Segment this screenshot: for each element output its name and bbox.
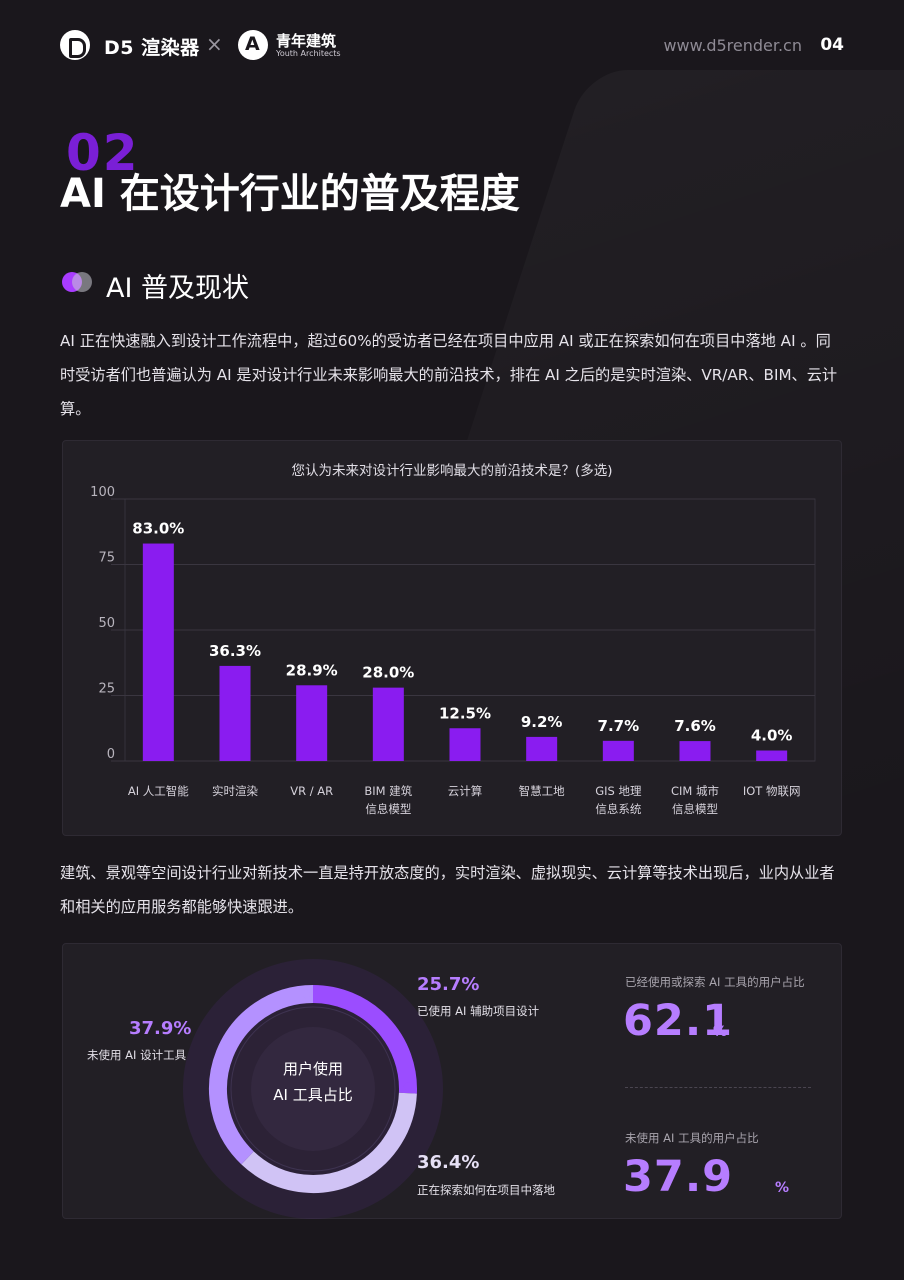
bar-chart: 0 25 50 75 100 83.0% AI 人工智能 36.3% 实时渲染 28.9% VR /… — [90, 485, 816, 816]
donut-slice — [209, 985, 314, 1165]
intro-paragraph: AI 正在快速融入到设计工作流程中，超过60%的受访者已经在项目中应用 AI 或… — [60, 332, 838, 418]
bar — [219, 665, 251, 761]
used-stat-caption: 已经使用或探索 AI 工具的用户占比 — [625, 975, 805, 989]
used-stat-value: 62.1 — [623, 996, 734, 1046]
category-label: GIS 地理信息系统 — [595, 784, 642, 816]
times-sign: × — [206, 32, 223, 56]
page-title: AI 在设计行业的普及程度 — [60, 171, 520, 217]
section-subtitle: AI 普及现状 — [106, 273, 250, 304]
bar-chart-card: 您认为未来对设计行业影响最大的前沿技术是？(多选) 0 25 50 75 100 83.0… — [62, 440, 842, 836]
page-header: D5 渲染器 × 青年建筑 Youth Architects www.d5ren… — [60, 28, 844, 62]
d5-brand-name: D5 渲染器 — [104, 37, 200, 59]
bar-value-label: 9.2% — [521, 713, 563, 731]
slice-label-unused-value: 37.9% — [129, 1018, 192, 1039]
donut-slice — [312, 985, 417, 1094]
category-label: VR / AR — [290, 784, 333, 798]
y-tick-label: 25 — [98, 682, 115, 697]
chart-title: 您认为未来对设计行业影响最大的前沿技术是？(多选) — [291, 463, 613, 479]
bar-value-label: 36.3% — [209, 642, 261, 660]
category-label: AI 人工智能 — [128, 784, 189, 798]
slice-label-exploring-value: 36.4% — [417, 1152, 480, 1173]
stat-divider — [625, 1087, 811, 1088]
unused-stat-unit: % — [775, 1180, 790, 1196]
donut-chart — [183, 959, 443, 1219]
donut-center-label: 用户使用 AI 工具占比 — [233, 1056, 393, 1108]
section-number: 02 — [66, 124, 140, 182]
slice-end-marker — [302, 990, 311, 999]
category-label: 实时渲染 — [212, 784, 258, 798]
bar-value-label: 12.5% — [439, 704, 491, 722]
unused-stat-caption: 未使用 AI 工具的用户占比 — [625, 1131, 759, 1145]
donut-chart-card: 用户使用 AI 工具占比 37.9% 未使用 AI 设计工具 25.7% 已使用 … — [62, 943, 842, 1219]
d5-logo-icon — [60, 30, 90, 60]
category-label: CIM 城市信息模型 — [671, 784, 719, 816]
slice-label-unused-desc: 未使用 AI 设计工具 — [87, 1048, 187, 1062]
donut-center — [251, 1027, 375, 1151]
website-link[interactable]: www.d5render.cn — [663, 36, 802, 55]
category-label: BIM 建筑信息模型 — [364, 784, 412, 816]
y-tick-label: 50 — [98, 616, 115, 631]
bar — [602, 740, 634, 761]
dots-icon — [62, 272, 92, 292]
category-label: 云计算 — [448, 784, 483, 798]
donut-center-line: 用户使用 — [282, 1060, 343, 1078]
slice-end-marker — [248, 1158, 257, 1167]
y-tick-label: 0 — [107, 747, 115, 762]
slice-label-used-desc: 已使用 AI 辅助项目设计 — [417, 1004, 540, 1018]
slice-label-exploring-desc: 正在探索如何在项目中落地 — [417, 1183, 555, 1197]
bar — [296, 685, 328, 761]
unused-stat-value: 37.9 — [623, 1152, 734, 1202]
youth-architects-brand-en: Youth Architects — [276, 49, 341, 58]
bar — [679, 741, 711, 761]
bar — [756, 750, 788, 761]
y-tick-label: 75 — [98, 551, 115, 566]
youth-architects-brand: 青年建筑 — [276, 32, 337, 50]
donut-slice — [241, 1092, 417, 1193]
donut-center-line: AI 工具占比 — [273, 1086, 353, 1104]
category-label: 智慧工地 — [519, 784, 565, 798]
slice-label-used-value: 25.7% — [417, 974, 480, 995]
bar-value-label: 4.0% — [751, 727, 793, 745]
bar — [449, 728, 481, 761]
used-stat-unit: % — [713, 1024, 728, 1040]
bar-value-label: 28.9% — [286, 661, 338, 679]
youth-architects-logo-icon — [238, 30, 268, 60]
bar-value-label: 28.0% — [362, 664, 414, 682]
bar — [142, 543, 174, 761]
slice-end-marker — [403, 1082, 412, 1091]
bar-value-label: 7.6% — [674, 717, 716, 735]
page-number: 04 — [820, 35, 844, 55]
bar — [372, 687, 404, 761]
category-label: IOT 物联网 — [743, 784, 801, 798]
y-tick-label: 100 — [90, 485, 115, 500]
bar — [526, 736, 558, 761]
bar-value-label: 7.7% — [598, 717, 640, 735]
bar-value-label: 83.0% — [132, 520, 184, 538]
second-paragraph: 建筑、景观等空间设计行业对新技术一直是持开放态度的，实时渲染、虚拟现实、云计算等… — [60, 864, 835, 916]
